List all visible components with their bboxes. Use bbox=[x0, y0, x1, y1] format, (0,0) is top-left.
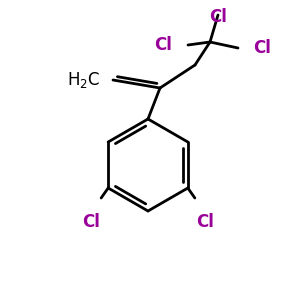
Text: Cl: Cl bbox=[196, 213, 214, 231]
Text: Cl: Cl bbox=[209, 8, 227, 26]
Text: H$_2$C: H$_2$C bbox=[67, 70, 100, 90]
Text: Cl: Cl bbox=[82, 213, 100, 231]
Text: Cl: Cl bbox=[154, 36, 172, 54]
Text: Cl: Cl bbox=[253, 39, 271, 57]
